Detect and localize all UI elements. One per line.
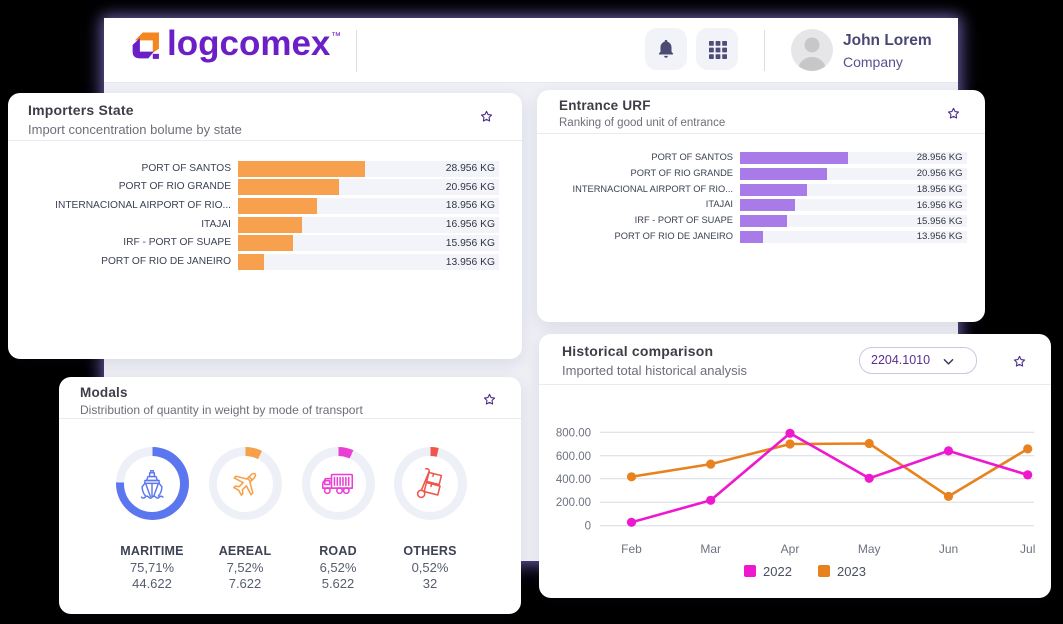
svg-text:600.00: 600.00: [556, 451, 591, 463]
svg-text:800.00: 800.00: [556, 427, 591, 439]
svg-text:Apr: Apr: [781, 542, 800, 556]
svg-text:Jun: Jun: [939, 542, 958, 556]
svg-text:400.00: 400.00: [556, 474, 591, 486]
svg-text:200.00: 200.00: [556, 497, 591, 509]
svg-text:Mar: Mar: [700, 542, 721, 556]
svg-text:Jul: Jul: [1020, 542, 1035, 556]
svg-text:Feb: Feb: [621, 542, 642, 556]
svg-text:0: 0: [585, 521, 591, 533]
svg-text:2022: 2022: [763, 564, 792, 579]
svg-text:May: May: [858, 542, 881, 556]
svg-text:2023: 2023: [837, 564, 866, 579]
